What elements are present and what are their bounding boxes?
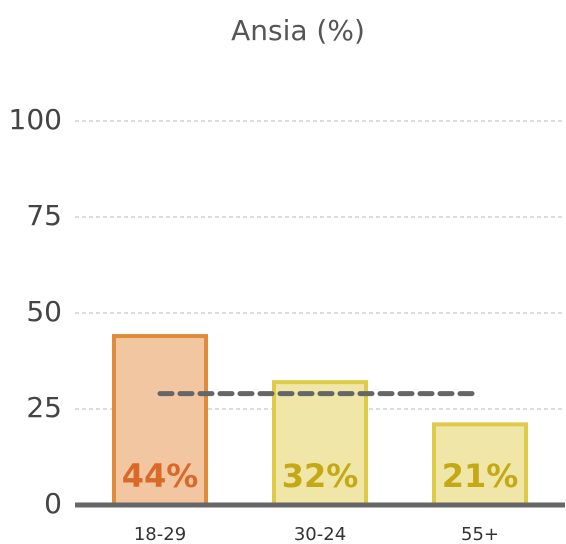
chart-title: Ansia (%): [231, 14, 365, 47]
value-label: 32%: [282, 457, 359, 495]
y-tick-label: 50: [26, 295, 62, 328]
y-tick-label: 25: [26, 391, 62, 424]
value-label: 21%: [442, 457, 519, 495]
x-tick-label: 18-29: [134, 524, 186, 544]
y-tick-label: 100: [9, 103, 62, 136]
y-tick-label: 0: [44, 487, 62, 520]
bar: [432, 422, 528, 507]
x-tick-label: 55+: [461, 524, 499, 544]
bar: [112, 334, 208, 508]
x-tick-label: 30-24: [294, 524, 346, 544]
value-label: 44%: [122, 457, 199, 495]
y-tick-label: 75: [26, 199, 62, 232]
